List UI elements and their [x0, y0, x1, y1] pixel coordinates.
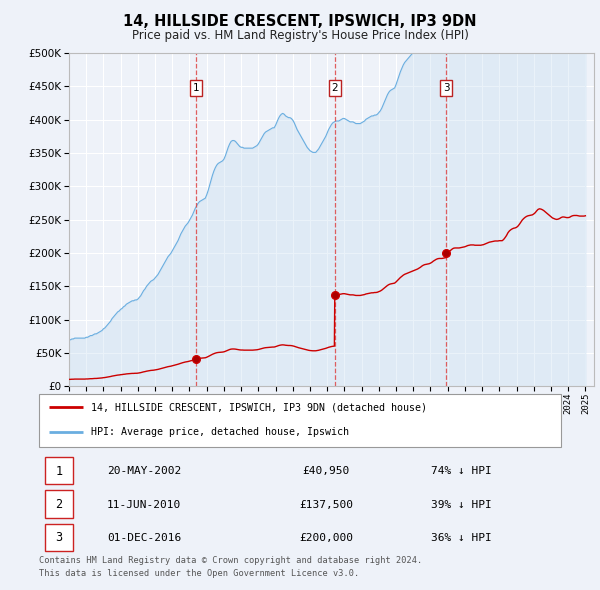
Text: 2: 2 [331, 83, 338, 93]
Text: 39% ↓ HPI: 39% ↓ HPI [431, 500, 491, 510]
Text: 1: 1 [193, 83, 199, 93]
FancyBboxPatch shape [44, 523, 73, 550]
Text: 11-JUN-2010: 11-JUN-2010 [107, 500, 181, 510]
FancyBboxPatch shape [44, 457, 73, 484]
Text: £137,500: £137,500 [299, 500, 353, 510]
Text: £40,950: £40,950 [302, 467, 350, 476]
Text: 01-DEC-2016: 01-DEC-2016 [107, 533, 181, 543]
Text: Price paid vs. HM Land Registry's House Price Index (HPI): Price paid vs. HM Land Registry's House … [131, 29, 469, 42]
Text: 14, HILLSIDE CRESCENT, IPSWICH, IP3 9DN (detached house): 14, HILLSIDE CRESCENT, IPSWICH, IP3 9DN … [91, 402, 427, 412]
FancyBboxPatch shape [39, 394, 561, 447]
Text: 1: 1 [55, 465, 62, 478]
Text: £200,000: £200,000 [299, 533, 353, 543]
Text: 14, HILLSIDE CRESCENT, IPSWICH, IP3 9DN: 14, HILLSIDE CRESCENT, IPSWICH, IP3 9DN [123, 14, 477, 30]
Text: 2: 2 [55, 498, 62, 511]
Text: Contains HM Land Registry data © Crown copyright and database right 2024.
This d: Contains HM Land Registry data © Crown c… [39, 556, 422, 578]
Text: 36% ↓ HPI: 36% ↓ HPI [431, 533, 491, 543]
Text: 20-MAY-2002: 20-MAY-2002 [107, 467, 181, 476]
Text: 74% ↓ HPI: 74% ↓ HPI [431, 467, 491, 476]
Text: 3: 3 [443, 83, 449, 93]
Text: HPI: Average price, detached house, Ipswich: HPI: Average price, detached house, Ipsw… [91, 427, 349, 437]
Text: 3: 3 [55, 531, 62, 544]
FancyBboxPatch shape [44, 490, 73, 517]
